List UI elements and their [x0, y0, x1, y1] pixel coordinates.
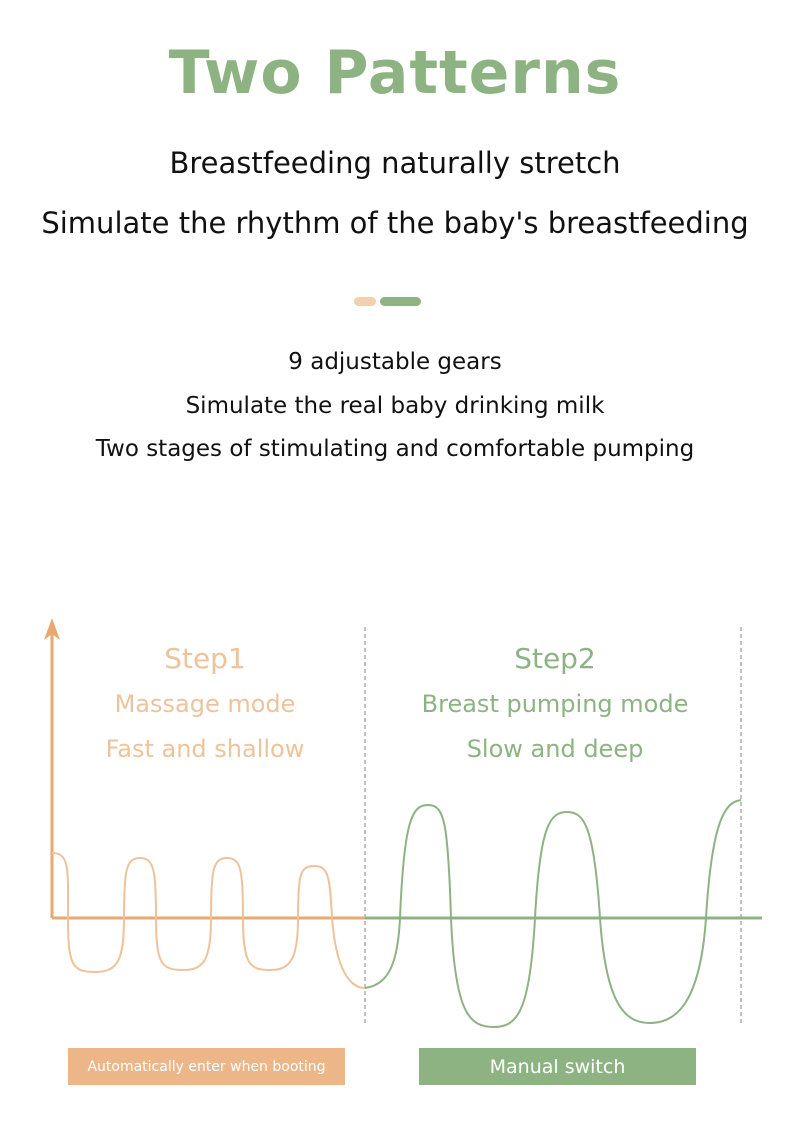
page-title: Two Patterns [168, 38, 622, 108]
step1-mode: Massage mode [114, 690, 296, 718]
step2-description: Slow and deep [466, 735, 644, 763]
manual-switch-label: Manual switch [419, 1048, 696, 1085]
step1-title: Step1 [164, 642, 246, 675]
feature-line-3: Two stages of stimulating and comfortabl… [95, 436, 695, 462]
subtitle-line-1: Breastfeeding naturally stretch [169, 146, 621, 180]
pumping-wave [364, 799, 742, 1029]
step2-title: Step2 [514, 642, 596, 675]
auto-boot-label: Automatically enter when booting [68, 1048, 345, 1085]
subtitle-line-2: Simulate the rhythm of the baby's breast… [41, 206, 749, 240]
step1-description: Fast and shallow [105, 735, 305, 763]
massage-wave [51, 852, 366, 989]
divider-peach-pill [354, 297, 376, 306]
feature-line-2: Simulate the real baby drinking milk [185, 393, 605, 419]
divider-green-pill [380, 297, 421, 306]
step2-mode: Breast pumping mode [421, 690, 689, 718]
y-axis-arrow-icon [44, 618, 60, 640]
feature-line-1: 9 adjustable gears [288, 349, 502, 375]
